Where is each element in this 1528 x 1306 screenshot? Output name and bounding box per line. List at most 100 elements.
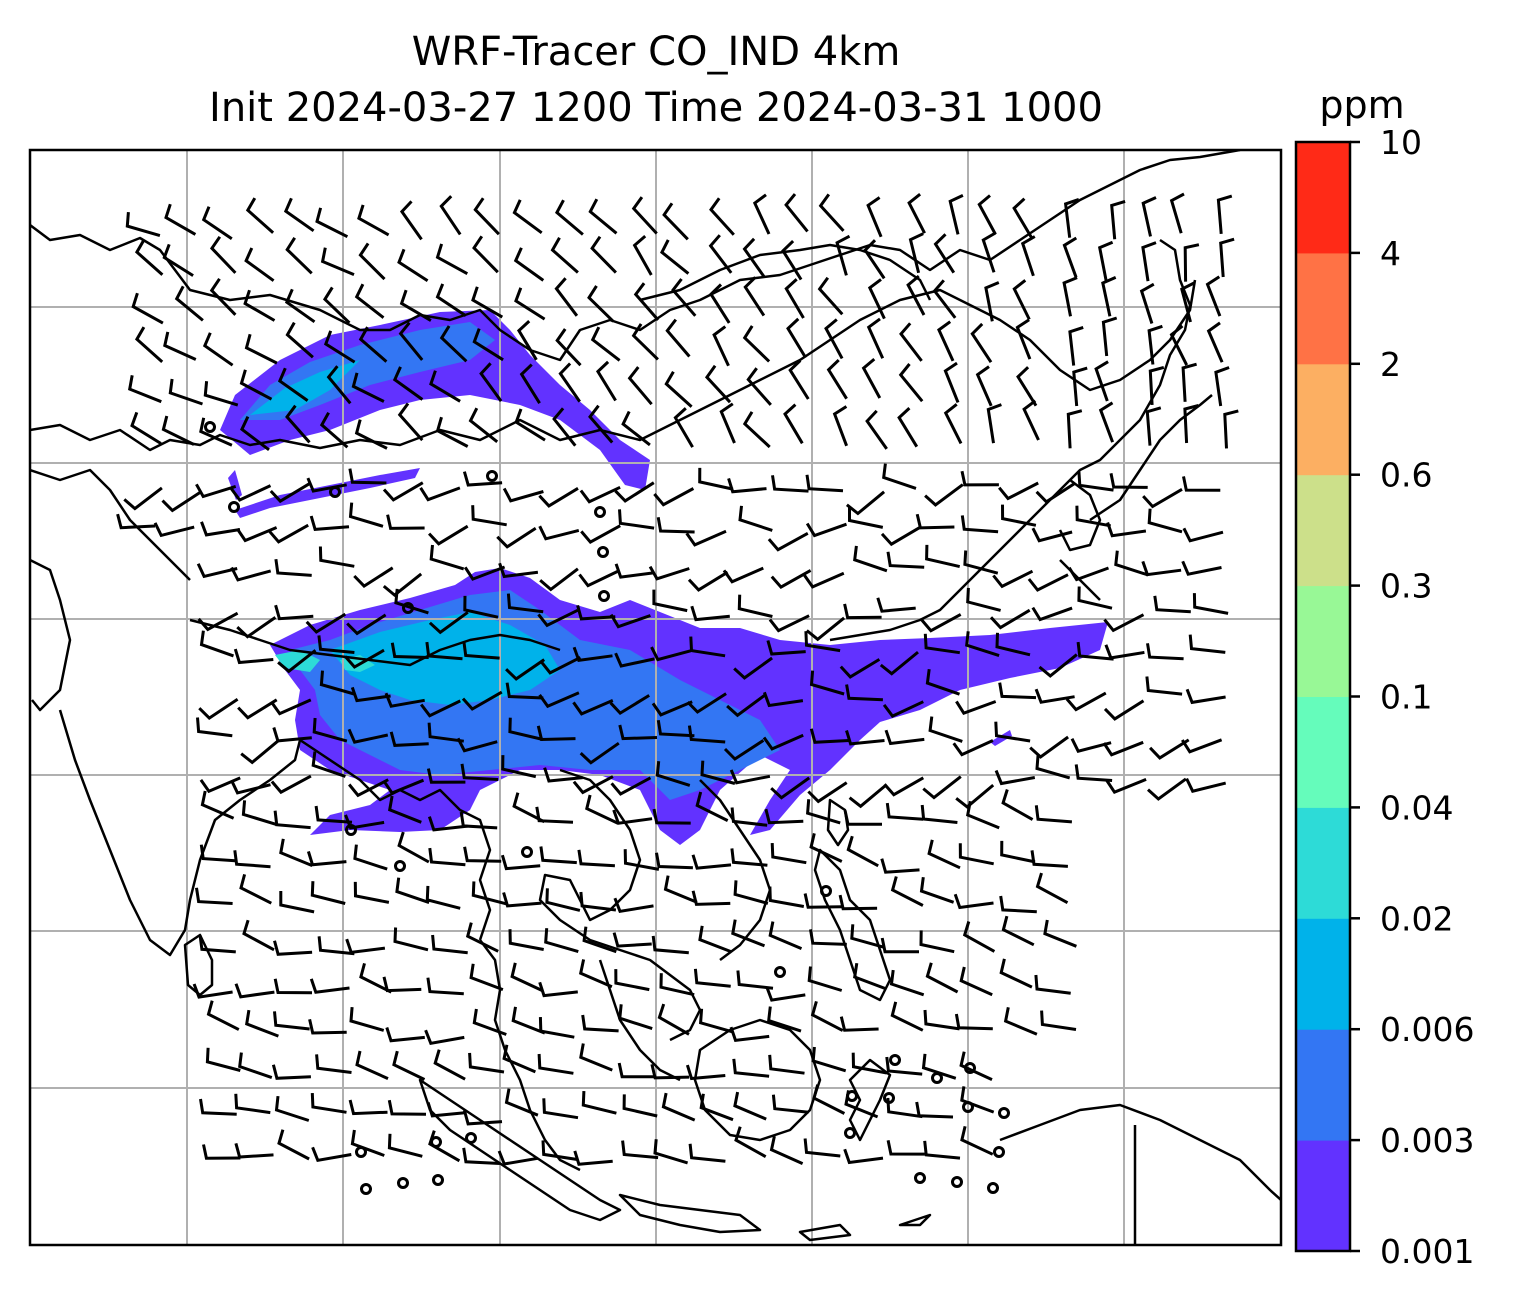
wind-barb (657, 1003, 690, 1036)
wind-barb (1145, 676, 1183, 696)
wind-barb (965, 631, 1000, 658)
wind-barb (765, 986, 806, 1002)
wind-barb (514, 287, 546, 321)
colorbar-unit-label: ppm (1319, 83, 1404, 127)
wind-barb (472, 328, 504, 362)
wind-barb (835, 234, 851, 276)
wind-barb (843, 810, 883, 826)
calm-wind-marker (397, 1177, 409, 1189)
wind-barb (315, 1054, 352, 1074)
wind-barb (698, 467, 734, 491)
wind-barb (1035, 482, 1076, 504)
wind-barb (284, 288, 316, 324)
wind-barb (573, 1150, 613, 1166)
calm-wind-markers (204, 421, 1010, 1195)
wind-barb (742, 237, 766, 278)
wind-barb (394, 588, 429, 615)
wind-barb (627, 366, 653, 406)
calm-wind-marker (964, 1062, 976, 1074)
wind-barb (202, 332, 234, 367)
wind-barb (955, 700, 997, 716)
wind-barb (514, 408, 546, 442)
wind-barb (617, 1062, 657, 1079)
calm-wind-marker (402, 602, 414, 614)
wind-barb (277, 649, 317, 674)
wind-barb (277, 1129, 310, 1161)
wind-barb (937, 320, 955, 362)
wind-barbs (116, 192, 1239, 1166)
wind-barb (733, 656, 773, 680)
wind-barb (206, 1000, 240, 1031)
wind-barb (653, 487, 695, 507)
wind-barb (805, 474, 844, 493)
wind-barb (196, 563, 238, 579)
wind-barb (1030, 850, 1068, 868)
wind-barb (285, 236, 313, 275)
wind-barb (576, 605, 616, 621)
wind-barb (392, 366, 424, 401)
wind-barb (199, 776, 241, 794)
wind-barb (134, 239, 164, 276)
wind-barb (998, 481, 1039, 501)
wind-barb (1104, 644, 1145, 660)
wind-barb (580, 524, 621, 545)
wind-barb (693, 968, 731, 988)
wind-barb (578, 569, 620, 588)
wind-barb (1101, 316, 1118, 357)
wind-barb (1068, 325, 1084, 366)
wind-barb (742, 411, 771, 449)
wind-barb (866, 317, 885, 359)
wind-barb (685, 1064, 726, 1081)
border-himalaya-north (30, 150, 1241, 362)
coastline-japan (1059, 394, 1213, 601)
wind-barb (428, 1130, 461, 1163)
colorbar-segment (1296, 1140, 1350, 1252)
wind-barb (656, 517, 695, 534)
wind-barb (1114, 550, 1149, 577)
wind-barb (242, 919, 275, 952)
wind-barb (768, 921, 803, 950)
wind-barb (924, 483, 964, 507)
wind-barb (125, 211, 161, 238)
wind-barb (890, 876, 924, 907)
wind-barb (812, 1084, 846, 1115)
wind-barb (285, 404, 311, 444)
wind-barb (234, 983, 275, 999)
wind-barb (1102, 740, 1144, 757)
wind-barb (538, 981, 578, 998)
wind-barb (539, 846, 577, 865)
wind-barb (506, 593, 544, 614)
wind-barb (435, 283, 467, 317)
wind-barb (311, 751, 346, 778)
wind-barb (1185, 777, 1227, 793)
wind-barb (496, 526, 537, 549)
wind-barb (1216, 194, 1233, 235)
wind-barb (655, 761, 691, 787)
wind-barb (471, 505, 507, 527)
wind-barb (456, 737, 498, 753)
wind-barb (960, 515, 999, 534)
wind-barb (243, 289, 276, 322)
wind-barb (558, 362, 581, 403)
colorbar-segment (1296, 363, 1350, 476)
wind-barb (344, 814, 385, 830)
wind-barb (420, 699, 461, 718)
wind-barb (807, 781, 848, 804)
wind-barb (358, 242, 386, 281)
colorbar-segment (1296, 696, 1350, 808)
wind-barb (392, 1050, 426, 1081)
colorbar-tick-label: 2 (1380, 345, 1401, 384)
wind-barb (357, 204, 390, 237)
wind-barb (889, 969, 925, 997)
wind-barb (153, 522, 195, 538)
wind-barb (709, 197, 735, 236)
wind-barb (621, 1140, 659, 1160)
wind-barb (355, 1050, 389, 1080)
wind-barb (806, 799, 841, 825)
wind-barb (880, 858, 920, 874)
wind-barb (1183, 404, 1199, 444)
calm-wind-marker (889, 1054, 901, 1066)
calm-wind-marker (987, 1182, 999, 1194)
wind-barb (540, 656, 582, 675)
wind-barb (771, 475, 809, 493)
